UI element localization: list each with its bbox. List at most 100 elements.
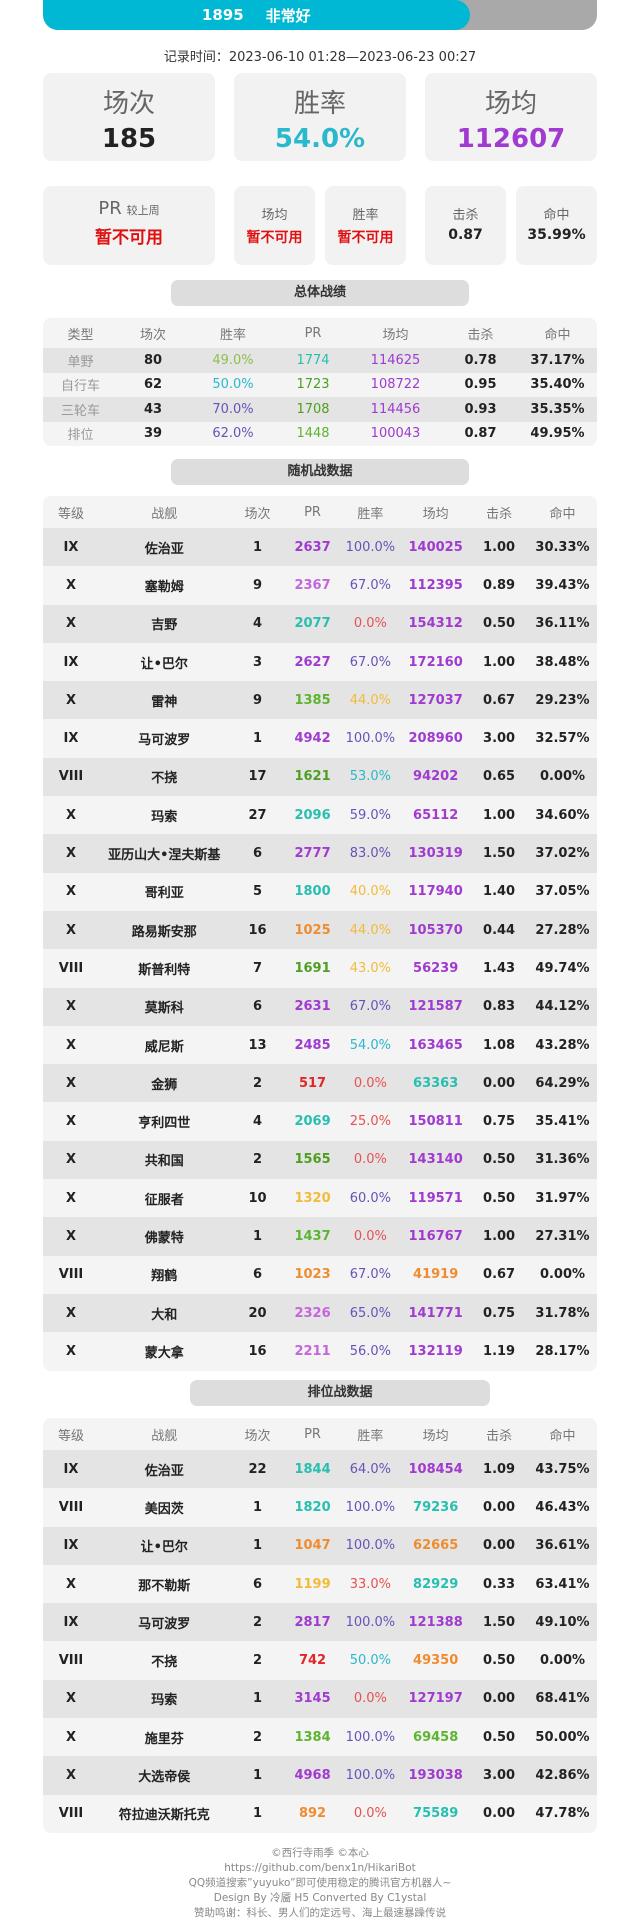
cell-ship: 玛索 bbox=[151, 1693, 178, 1709]
column-header: 场均 bbox=[422, 1428, 449, 1444]
column-header: 击杀 bbox=[467, 327, 494, 343]
cell-hit: 30.33% bbox=[535, 539, 590, 555]
cell-winrate: 0.0% bbox=[353, 1691, 387, 1707]
cell-hit: 27.31% bbox=[535, 1228, 590, 1244]
cell-kills: 1.09 bbox=[483, 1461, 516, 1477]
cell-tier: X bbox=[65, 999, 76, 1015]
cell-kills: 1.19 bbox=[483, 1343, 516, 1359]
random-table: 等级 战舰 场次 PR 胜率 场均 击杀 命中 IX 佐治亚 1 2637 100.0% 140025 1.… bbox=[43, 496, 597, 1371]
cell-battles: 1 bbox=[252, 1768, 263, 1784]
cell-pr: 1774 bbox=[296, 352, 330, 368]
cell-type: 单野 bbox=[67, 354, 94, 370]
cell-hit: 46.43% bbox=[535, 1499, 590, 1515]
cell-avg-damage: 49350 bbox=[413, 1653, 459, 1669]
cell-avg-damage: 56239 bbox=[413, 960, 459, 976]
cell-pr: 1385 bbox=[294, 692, 331, 708]
cell-winrate: 100.0% bbox=[345, 1729, 396, 1745]
record-time: 记录时间：2023-06-10 01:28—2023-06-23 00:27 bbox=[163, 50, 477, 65]
cell-hit: 49.10% bbox=[535, 1614, 590, 1630]
cell-avg-damage: 208960 bbox=[408, 731, 463, 747]
cell-battles: 4 bbox=[252, 616, 263, 632]
cell-ship: 亨利四世 bbox=[138, 1116, 191, 1132]
cell-avg-damage: 69458 bbox=[413, 1729, 459, 1745]
cell-tier: X bbox=[65, 1343, 76, 1359]
cell-tier: X bbox=[65, 1305, 76, 1321]
pr-rating-bar: 1895 非常好 bbox=[43, 0, 597, 30]
cell-kills: 0.44 bbox=[483, 922, 516, 938]
column-header: 战舰 bbox=[151, 506, 178, 522]
cell-kills: 0.65 bbox=[483, 769, 516, 785]
cell-hit: 43.28% bbox=[535, 1037, 590, 1053]
cell-dmg: 108722 bbox=[370, 377, 421, 393]
column-header: 命中 bbox=[549, 506, 576, 522]
cell-tier: X bbox=[65, 1691, 76, 1707]
cell-hit: 37.02% bbox=[535, 846, 590, 862]
cell-battles: 1 bbox=[252, 1228, 263, 1244]
cell-hit: 0.00% bbox=[539, 769, 586, 785]
cell-kills: 0.00 bbox=[483, 1538, 516, 1554]
cell-pr: 1565 bbox=[294, 1152, 331, 1168]
cell-kills: 0.50 bbox=[483, 1190, 516, 1206]
cell-winrate: 44.0% bbox=[349, 922, 392, 938]
footer-line: QQ频道搜索”yuyuko”即可使用稳定的腾讯官方机器人~ bbox=[188, 1877, 452, 1889]
cell-battles: 1 bbox=[252, 1691, 263, 1707]
cell-tier: IX bbox=[63, 539, 79, 555]
cell-winrate: 25.0% bbox=[349, 1114, 392, 1130]
cell-battles: 80 bbox=[143, 352, 163, 368]
cell-hit: 34.60% bbox=[535, 807, 590, 823]
cell-winrate: 59.0% bbox=[349, 807, 392, 823]
cell-tier: X bbox=[65, 1228, 76, 1244]
cell-kills: 0.00 bbox=[483, 1499, 516, 1515]
winrate-label: 胜率 bbox=[293, 89, 346, 119]
cell-ship: 佐治亚 bbox=[144, 1463, 184, 1479]
cell-battles: 1 bbox=[252, 539, 263, 555]
cell-tier: X bbox=[65, 1190, 76, 1206]
table-row: X 玛索 1 3145 0.0% 127197 0.00 68.41% bbox=[43, 1679, 597, 1719]
column-header: PR bbox=[304, 504, 321, 520]
cell-battles: 4 bbox=[252, 1114, 263, 1130]
cell-battles: 17 bbox=[248, 769, 267, 785]
cell-pr: 2777 bbox=[294, 846, 331, 862]
table-row: X 施里芬 2 1384 100.0% 69458 0.50 50.00% bbox=[43, 1718, 597, 1756]
cell-avg-damage: 154312 bbox=[408, 616, 463, 632]
avg-damage-value: 112607 bbox=[456, 124, 566, 154]
pr-sub-label: 较上周 bbox=[126, 204, 160, 217]
cell-winrate: 43.0% bbox=[349, 960, 392, 976]
kills-card: 击杀 0.87 bbox=[425, 186, 506, 265]
avg-change-card: 场均 暂不可用 bbox=[234, 186, 315, 265]
cell-hit: 35.40% bbox=[530, 377, 585, 393]
cell-tier: X bbox=[65, 884, 76, 900]
footer-line: ©西行寺雨季 ©本心 bbox=[271, 1847, 369, 1859]
footer-line: https://github.com/benx1n/HikariBot bbox=[224, 1862, 416, 1874]
column-header: 等级 bbox=[57, 1428, 84, 1444]
cell-tier: IX bbox=[63, 731, 79, 747]
table-row: X 哥利亚 5 1800 40.0% 117940 1.40 37.05% bbox=[43, 873, 597, 911]
table-row: IX 马可波罗 1 4942 100.0% 208960 3.00 32.57% bbox=[43, 719, 597, 757]
cell-kills: 0.67 bbox=[483, 692, 516, 708]
cell-avg-damage: 121388 bbox=[408, 1614, 463, 1630]
cell-kills: 0.67 bbox=[483, 1267, 516, 1283]
table-row: X 征服者 10 1320 60.0% 119571 0.50 31.97% bbox=[43, 1179, 597, 1217]
cell-battles: 43 bbox=[143, 401, 163, 417]
pr-rating-fill: 1895 非常好 bbox=[43, 0, 470, 30]
avg-change-value: 暂不可用 bbox=[246, 230, 303, 246]
column-header: 胜率 bbox=[357, 506, 384, 522]
cell-battles: 2 bbox=[252, 1614, 263, 1630]
winrate-card: 胜率 54.0% bbox=[234, 73, 406, 161]
cell-winrate: 44.0% bbox=[349, 692, 392, 708]
cell-tier: X bbox=[65, 846, 76, 862]
cell-ship: 马可波罗 bbox=[138, 733, 191, 749]
cell-kills: 1.00 bbox=[483, 1228, 516, 1244]
column-header: 战舰 bbox=[151, 1428, 178, 1444]
cell-hit: 36.61% bbox=[535, 1538, 590, 1554]
cell-avg-damage: 65112 bbox=[413, 807, 459, 823]
kills-value: 0.87 bbox=[448, 227, 483, 243]
cell-ship: 佐治亚 bbox=[144, 541, 184, 557]
cell-kills: 3.00 bbox=[483, 731, 516, 747]
random-section-title: 随机战数据 bbox=[171, 459, 469, 485]
cell-tier: VIII bbox=[58, 1267, 84, 1283]
cell-ship: 那不勒斯 bbox=[138, 1578, 191, 1594]
cell-ship: 大选帝侯 bbox=[138, 1770, 191, 1786]
cell-ship: 马可波罗 bbox=[138, 1616, 191, 1632]
column-header: 类型 bbox=[67, 327, 94, 343]
